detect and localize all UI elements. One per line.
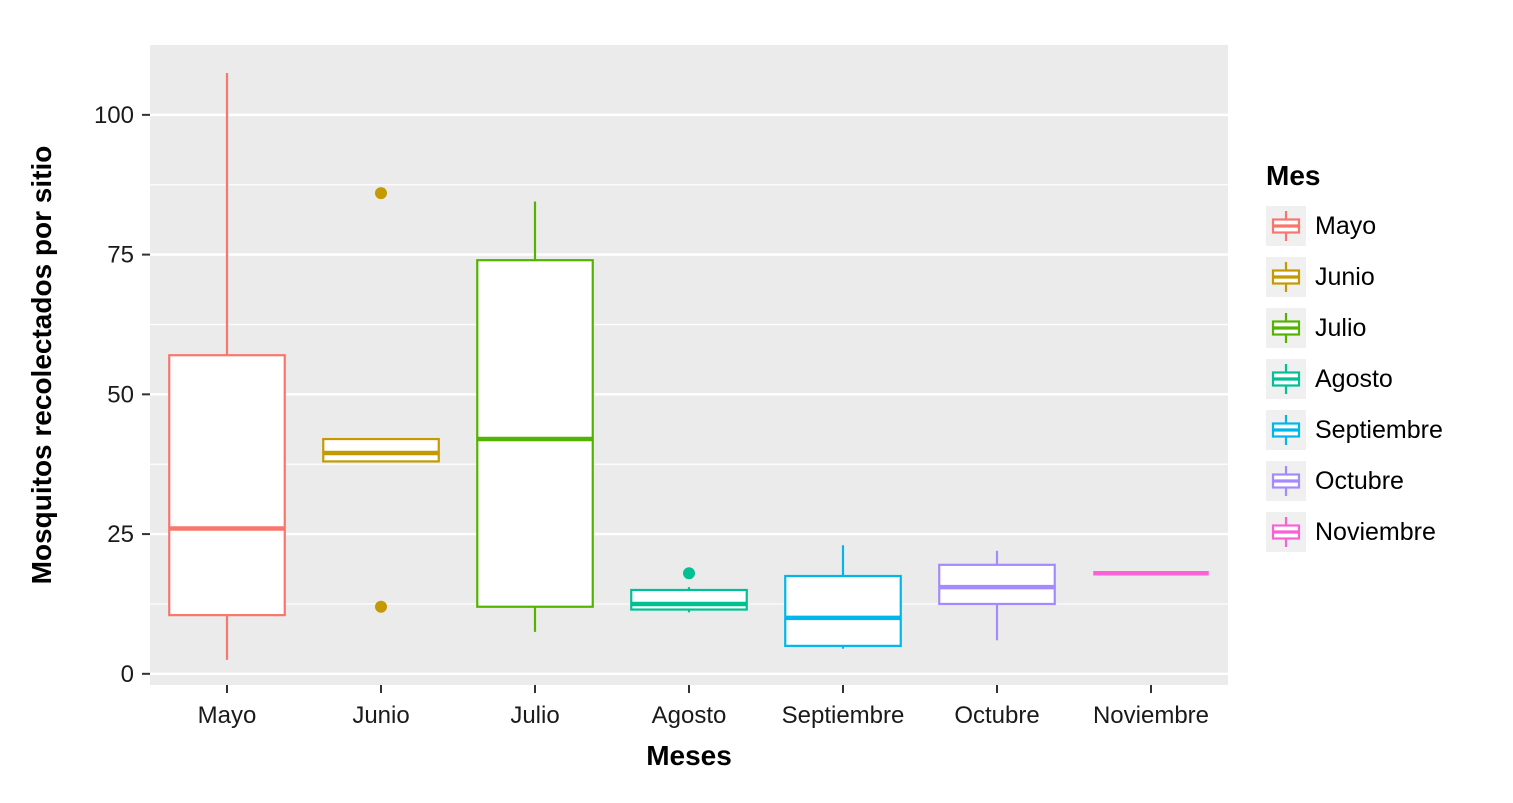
y-tick-label: 25: [107, 521, 134, 548]
legend-item-mayo: Mayo: [1266, 206, 1506, 246]
legend-items: Mayo Junio Julio Agosto Septiembre Octubre Nov…: [1266, 206, 1506, 552]
x-tick-label: Mayo: [198, 702, 257, 729]
legend-item-julio: Julio: [1266, 308, 1506, 348]
legend-item-label: Junio: [1315, 262, 1375, 291]
outlier-point: [683, 567, 695, 580]
x-tick-label: Octubre: [954, 702, 1039, 729]
outlier-point: [375, 600, 387, 613]
x-axis-title: Meses: [646, 740, 732, 771]
legend: Mes Mayo Junio Julio Agosto Septiembre Octubr…: [1266, 160, 1506, 563]
legend-item-label: Mayo: [1315, 211, 1377, 240]
x-tick-label: Noviembre: [1093, 702, 1209, 729]
boxplot-key-icon: [1266, 308, 1306, 348]
legend-item-label: Noviembre: [1315, 517, 1436, 546]
box: [784, 574, 902, 647]
boxplot-mayo: [168, 72, 286, 660]
legend-item-agosto: Agosto: [1266, 359, 1506, 399]
box: [630, 588, 748, 611]
x-tick-label: Agosto: [652, 702, 727, 729]
box: [168, 354, 286, 617]
box: [322, 437, 440, 463]
y-tick-label: 100: [94, 102, 134, 129]
legend-item-label: Septiembre: [1315, 415, 1443, 444]
outlier-point: [375, 187, 387, 200]
x-tick-label: Junio: [352, 702, 409, 729]
legend-item-octubre: Octubre: [1266, 461, 1506, 501]
boxplot-octubre: [938, 550, 1056, 641]
box: [476, 259, 594, 608]
boxplot-key-icon: [1266, 512, 1306, 552]
box: [938, 563, 1056, 606]
boxplot-key-icon: [1266, 461, 1306, 501]
legend-item-label: Julio: [1315, 313, 1367, 342]
y-axis-title: Mosquitos recolectados por sitio: [26, 145, 57, 585]
legend-item-septiembre: Septiembre: [1266, 410, 1506, 450]
boxplot-agosto: [630, 567, 748, 613]
boxplot-julio: [476, 201, 594, 632]
legend-item-label: Agosto: [1315, 364, 1393, 393]
legend-item-junio: Junio: [1266, 257, 1506, 297]
boxplot-septiembre: [784, 545, 902, 649]
y-tick-label: 50: [107, 381, 134, 408]
boxplot-key-icon: [1266, 410, 1306, 450]
y-tick-label: 75: [107, 242, 134, 269]
y-tick-label: 0: [121, 661, 134, 688]
legend-title: Mes: [1266, 160, 1321, 191]
boxplot-key-icon: [1266, 206, 1306, 246]
boxplot-junio: [322, 187, 440, 613]
x-tick-label: Septiembre: [782, 702, 905, 729]
legend-item-label: Octubre: [1315, 466, 1404, 495]
legend-item-noviembre: Noviembre: [1266, 512, 1506, 552]
x-tick-label: Julio: [510, 702, 559, 729]
boxplot-key-icon: [1266, 359, 1306, 399]
boxplot-key-icon: [1266, 257, 1306, 297]
